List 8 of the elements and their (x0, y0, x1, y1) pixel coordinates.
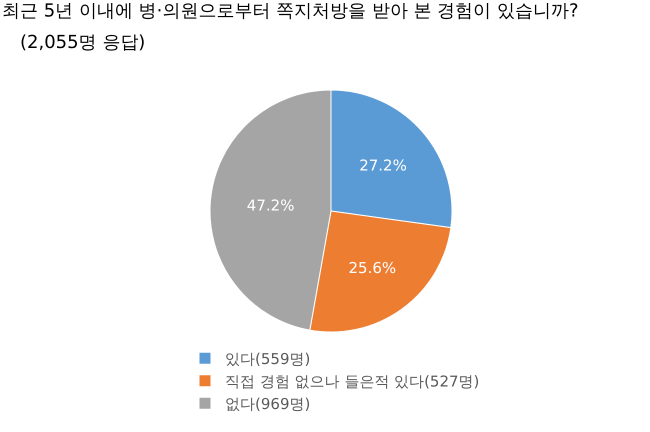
legend-label: 있다(559명) (225, 350, 310, 368)
data-label: 25.6% (348, 258, 396, 277)
legend-label: 없다(969명) (225, 395, 310, 414)
data-label: 47.2% (246, 196, 294, 215)
legend-label: 직접 경험 없으나 들은적 있다(527명) (225, 372, 480, 391)
chart-subtitle: (2,055명 응답) (20, 32, 146, 53)
data-label: 27.2% (359, 156, 407, 175)
chart-title: 최근 5년 이내에 병·의원으로부터 쪽지처방을 받아 본 경험이 있습니까? (2, 0, 579, 22)
